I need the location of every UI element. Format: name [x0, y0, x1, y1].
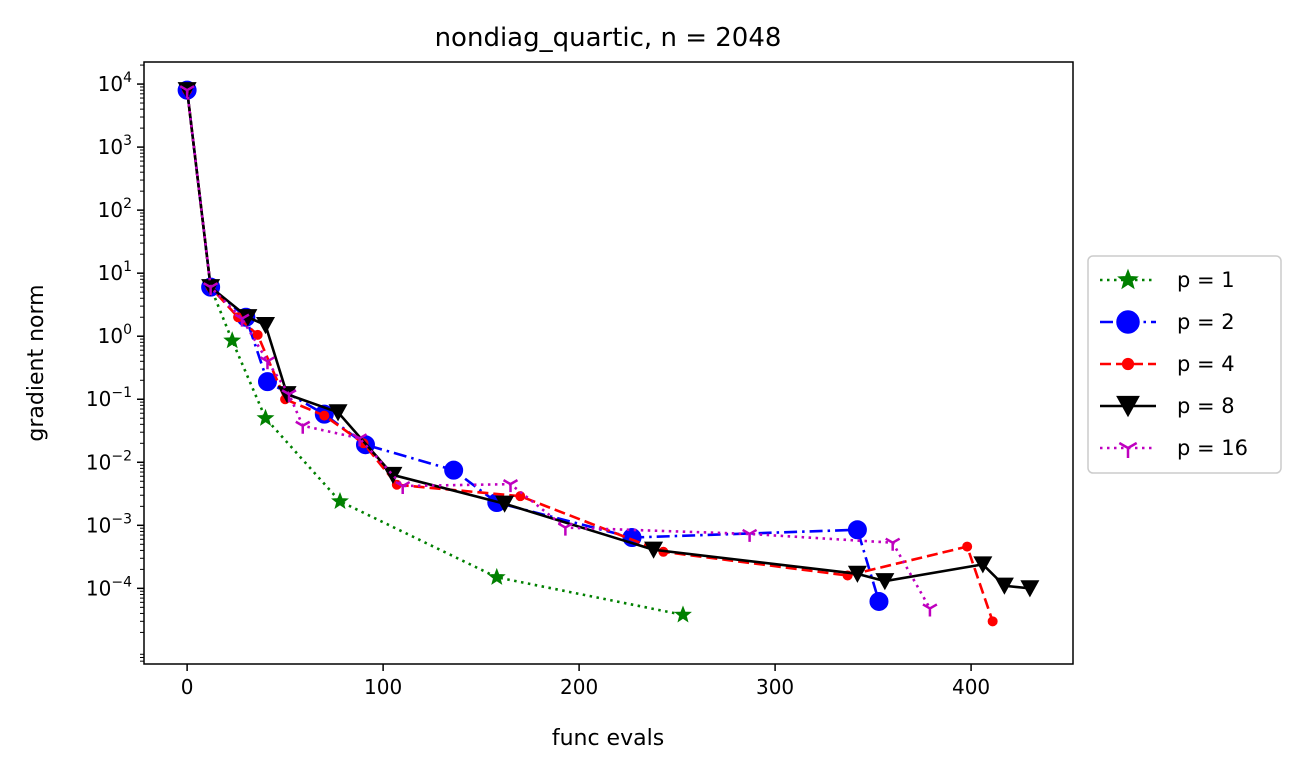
y-tick-label: 10−1	[86, 385, 132, 411]
legend-entry: p = 4	[1100, 352, 1235, 376]
data-point	[395, 480, 411, 495]
data-point	[352, 433, 368, 447]
data-point	[234, 313, 250, 327]
legend-marker	[1117, 268, 1139, 290]
x-axis-label: func evals	[552, 726, 664, 751]
legend-label: p = 2	[1177, 310, 1235, 334]
legend-entry: p = 8	[1100, 394, 1235, 418]
legend-label: p = 16	[1177, 436, 1248, 460]
data-point	[502, 479, 519, 493]
y-tick-label: 102	[98, 196, 132, 222]
legend-marker	[1116, 395, 1140, 418]
data-point	[383, 466, 403, 484]
y-axis-label: gradient norm	[24, 284, 49, 441]
data-point	[495, 495, 515, 513]
x-axis-ticks: 0 100 200 300 400	[181, 664, 990, 699]
data-point	[557, 522, 573, 536]
x-tick-label: 100	[364, 675, 402, 699]
x-tick-label: 0	[181, 675, 194, 699]
data-point	[644, 541, 664, 559]
legend-marker	[1121, 357, 1135, 371]
data-point	[973, 556, 993, 574]
data-point	[922, 603, 938, 617]
legend-entry: p = 2	[1100, 310, 1235, 334]
y-tick-label: 101	[98, 259, 132, 285]
data-point	[252, 329, 263, 340]
chart-title: nondiag_quartic, n = 2048	[435, 23, 782, 53]
legend-label: p = 1	[1177, 268, 1235, 292]
legend-entry: p = 1	[1100, 268, 1235, 292]
data-point	[994, 577, 1014, 595]
data-point	[487, 567, 506, 585]
data-point	[238, 309, 258, 327]
y-tick-label: 104	[98, 70, 132, 96]
data-point	[328, 404, 348, 422]
legend-label: p = 8	[1177, 394, 1235, 418]
data-point	[674, 605, 692, 623]
legend-marker	[1116, 310, 1140, 334]
data-point	[281, 389, 297, 403]
data-point	[444, 460, 464, 480]
series-5	[179, 85, 938, 617]
data-point	[256, 408, 275, 426]
data-point	[742, 528, 758, 542]
data-point	[885, 537, 901, 551]
y-tick-label: 10−2	[86, 448, 132, 474]
y-axis-ticks: 10−4 10−3 10−2 10−1 100 101 102 103 104	[86, 64, 144, 662]
data-point	[847, 520, 867, 540]
legend-label: p = 4	[1177, 352, 1235, 376]
data-point	[295, 420, 311, 434]
data-point	[875, 573, 895, 591]
x-tick-label: 300	[756, 675, 794, 699]
legend: p = 1 p = 2 p = 4 p = 8 p = 16	[1087, 255, 1282, 474]
data-point	[179, 85, 195, 99]
data-point	[847, 565, 867, 583]
data-point	[331, 491, 349, 509]
data-point	[515, 491, 526, 502]
data-point	[256, 317, 276, 335]
legend-marker	[1118, 441, 1138, 458]
legend-box	[1087, 255, 1282, 474]
y-tick-label: 10−4	[86, 574, 132, 600]
y-tick-label: 100	[98, 322, 132, 348]
data-point	[203, 282, 219, 296]
x-tick-label: 400	[952, 675, 990, 699]
series-layer	[177, 80, 1040, 627]
y-tick-label: 103	[98, 133, 132, 159]
data-point	[319, 410, 330, 421]
legend-entry: p = 16	[1100, 436, 1248, 460]
plot-frame	[143, 61, 1074, 665]
y-tick-label: 10−3	[86, 511, 132, 537]
data-point	[257, 372, 277, 392]
x-tick-label: 200	[560, 675, 598, 699]
data-point	[869, 591, 889, 611]
data-point	[1020, 580, 1040, 598]
data-point	[259, 356, 276, 370]
data-point	[223, 331, 242, 349]
data-point	[962, 541, 973, 552]
data-point	[987, 616, 998, 627]
